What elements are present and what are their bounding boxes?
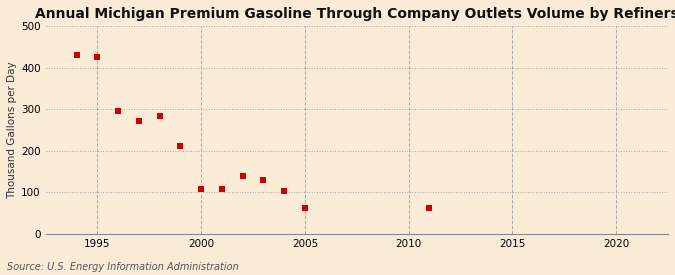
Point (92, 55, 103, 60)
Point (300, 206, 310, 210)
Point (238, 174, 248, 178)
Point (196, 187, 207, 191)
Point (424, 206, 435, 210)
Point (113, 109, 124, 114)
Y-axis label: Thousand Gallons per Day: Thousand Gallons per Day (7, 61, 17, 199)
Point (155, 114, 165, 119)
Point (258, 178, 269, 182)
Title: Annual Michigan Premium Gasoline Through Company Outlets Volume by Refiners: Annual Michigan Premium Gasoline Through… (35, 7, 675, 21)
Text: Source: U.S. Energy Information Administration: Source: U.S. Energy Information Administ… (7, 262, 238, 272)
Point (175, 144, 186, 148)
Point (279, 189, 290, 193)
Point (134, 119, 144, 123)
Point (72, 53, 82, 57)
Point (217, 187, 227, 191)
